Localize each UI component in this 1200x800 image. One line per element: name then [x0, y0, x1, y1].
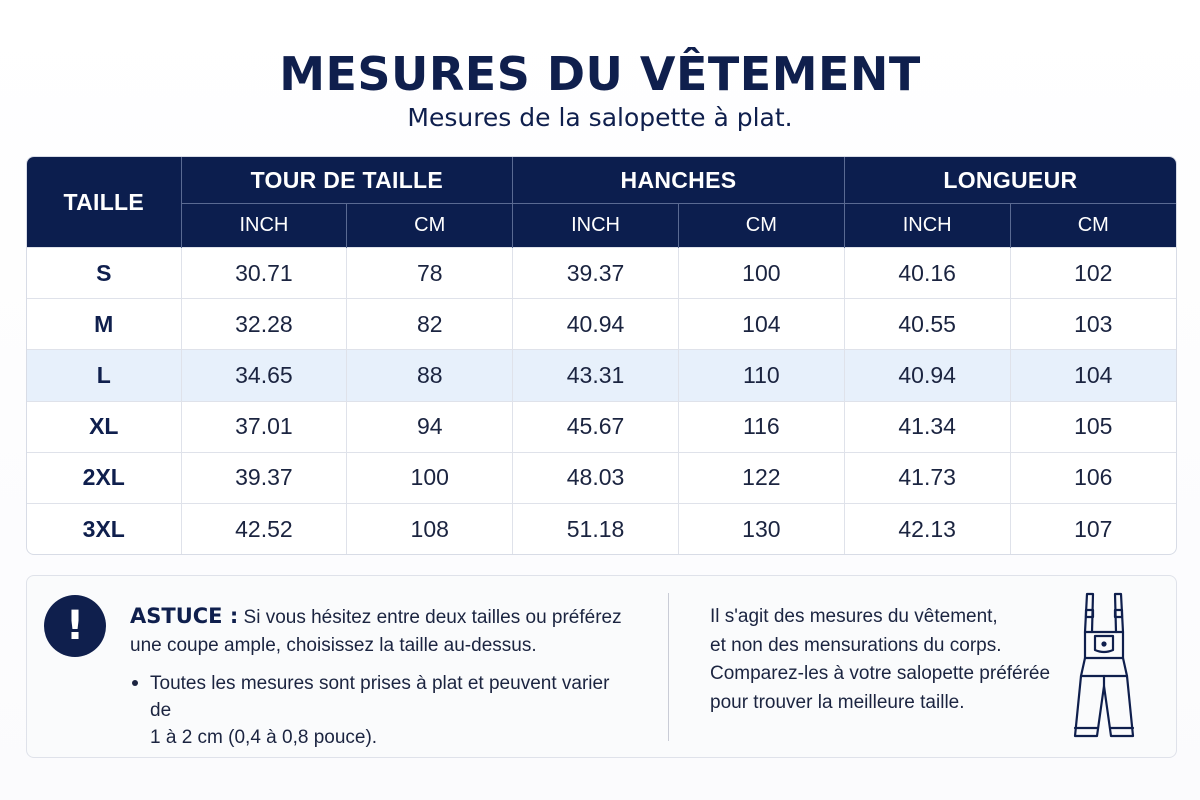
value-cell: 130: [677, 502, 845, 554]
length-group-header: LONGUEUR: [843, 157, 1176, 204]
value-cell: 40.94: [512, 298, 679, 350]
value-cell: 100: [677, 246, 845, 299]
value-cell: 42.13: [843, 502, 1011, 554]
tip-text-line1: Si vous hésitez entre deux tailles ou pr…: [243, 607, 622, 628]
value-cell: 116: [677, 400, 845, 453]
tip-bullet-line1: Toutes les mesures sont prises à plat et…: [150, 673, 610, 721]
table-row: M 32.28 82 40.94 104 40.55 103: [27, 298, 1176, 350]
size-cell: 3XL: [27, 502, 182, 554]
tip-bullet-line2: 1 à 2 cm (0,4 à 0,8 pouce).: [150, 727, 378, 748]
value-cell: 108: [346, 502, 513, 554]
table-row-highlighted: L 34.65 88 43.31 110 40.94 104: [27, 349, 1176, 402]
value-cell: 82: [346, 298, 513, 350]
value-cell: 37.01: [180, 400, 347, 453]
value-cell: 43.31: [512, 349, 679, 402]
tip-label: ASTUCE :: [130, 604, 239, 628]
value-cell: 107: [1009, 502, 1176, 554]
note-line1: Il s'agit des mesures du vêtement,: [710, 606, 998, 627]
value-cell: 39.37: [512, 246, 679, 299]
value-cell: 41.73: [843, 451, 1011, 504]
unit-header: INCH: [180, 203, 347, 248]
value-cell: 30.71: [180, 246, 347, 299]
value-cell: 34.65: [180, 349, 347, 402]
size-cell: L: [27, 349, 182, 402]
value-cell: 88: [346, 349, 513, 402]
tip-panel: ! ASTUCE : Si vous hésitez entre deux ta…: [26, 575, 1177, 758]
bullet-dot-icon: [132, 680, 138, 686]
value-cell: 106: [1009, 451, 1176, 504]
unit-header: INCH: [512, 203, 679, 248]
value-cell: 94: [346, 400, 513, 453]
page-title: MESURES DU VÊTEMENT: [279, 47, 921, 101]
value-cell: 41.34: [843, 400, 1011, 453]
value-cell: 40.16: [843, 246, 1011, 299]
exclamation-icon: !: [44, 595, 106, 657]
table-body: S 30.71 78 39.37 100 40.16 102 M 32.28 8…: [27, 246, 1176, 554]
waist-group-header: TOUR DE TAILLE: [180, 157, 513, 204]
unit-header: INCH: [843, 203, 1011, 248]
overalls-icon: [1073, 592, 1135, 738]
value-cell: 40.94: [843, 349, 1011, 402]
size-cell: 2XL: [27, 451, 182, 504]
value-cell: 45.67: [512, 400, 679, 453]
table-row: 3XL 42.52 108 51.18 130 42.13 107: [27, 502, 1176, 554]
note-line3: Comparez-les à votre salopette préférée: [710, 663, 1051, 684]
value-cell: 105: [1009, 400, 1176, 453]
value-cell: 104: [1009, 349, 1176, 402]
unit-header: CM: [346, 203, 513, 248]
table-row: S 30.71 78 39.37 100 40.16 102: [27, 246, 1176, 299]
value-cell: 51.18: [512, 502, 679, 554]
value-cell: 40.55: [843, 298, 1011, 350]
value-cell: 48.03: [512, 451, 679, 504]
size-cell: S: [27, 246, 182, 299]
measurements-table: TAILLE TOUR DE TAILLE HANCHES LONGUEUR I…: [27, 157, 1176, 554]
value-cell: 102: [1009, 246, 1176, 299]
hips-group-header: HANCHES: [512, 157, 845, 204]
unit-header: CM: [1009, 203, 1176, 248]
size-column-header: TAILLE: [27, 157, 182, 248]
note-line2: et non des mensurations du corps.: [710, 634, 1002, 656]
garment-note: Il s'agit des mesures du vêtement, et no…: [710, 603, 1050, 717]
note-line4: pour trouver la meilleure taille.: [710, 691, 965, 713]
unit-header: CM: [677, 203, 845, 248]
size-cell: XL: [27, 400, 182, 453]
page-subtitle: Mesures de la salopette à plat.: [407, 103, 793, 132]
value-cell: 39.37: [180, 451, 347, 504]
panel-divider: [668, 593, 669, 741]
value-cell: 100: [346, 451, 513, 504]
value-cell: 32.28: [180, 298, 347, 350]
value-cell: 104: [677, 298, 845, 350]
value-cell: 103: [1009, 298, 1176, 350]
value-cell: 42.52: [180, 502, 347, 554]
value-cell: 78: [346, 246, 513, 299]
table-row: 2XL 39.37 100 48.03 122 41.73 106: [27, 451, 1176, 504]
table-row: XL 37.01 94 45.67 116 41.34 105: [27, 400, 1176, 453]
value-cell: 110: [677, 349, 845, 402]
value-cell: 122: [677, 451, 845, 504]
tip-bullet-item: Toutes les mesures sont prises à plat et…: [130, 670, 630, 751]
tip-text-line2: une coupe ample, choisissez la taille au…: [130, 635, 537, 656]
tip-text: ASTUCE : Si vous hésitez entre deux tail…: [130, 602, 630, 660]
size-cell: M: [27, 298, 182, 350]
measurements-table-container: TAILLE TOUR DE TAILLE HANCHES LONGUEUR I…: [26, 156, 1177, 555]
